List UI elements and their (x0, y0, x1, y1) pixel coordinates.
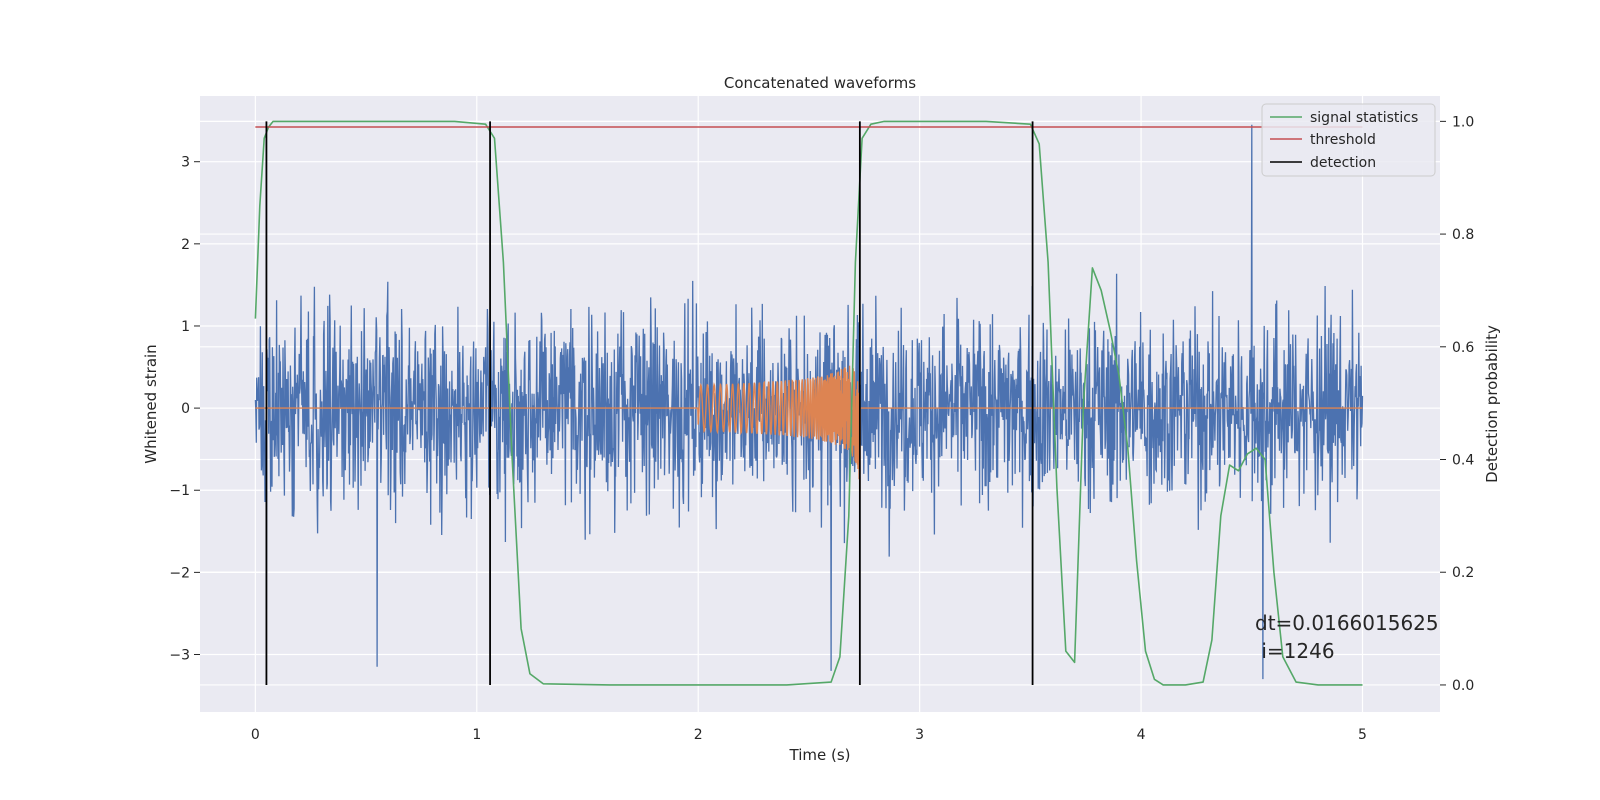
index-annotation: i=1246 (1255, 639, 1335, 663)
x-tick-label: 5 (1358, 727, 1367, 743)
x-tick-label: 3 (915, 727, 924, 743)
y2-axis-ticks: 0.0 0.2 0.4 0.6 0.8 1.0 (1440, 114, 1474, 694)
signal-statistics-line (254, 120, 1363, 686)
y-tick-label: −3 (169, 648, 190, 664)
y2-tick-label: 0.2 (1452, 565, 1474, 581)
legend-label-signal-statistics: signal statistics (1310, 110, 1418, 126)
dt-annotation: dt=0.0166015625 (1255, 611, 1439, 635)
x-tick-label: 4 (1137, 727, 1146, 743)
y-tick-label: 1 (181, 319, 190, 335)
x-axis-ticks: 0 1 2 3 4 5 (251, 727, 1367, 743)
legend-label-detection: detection (1310, 155, 1376, 171)
legend-label-threshold: threshold (1310, 132, 1376, 148)
y-axis-label: Whitened strain (142, 344, 160, 463)
y2-tick-label: 0.6 (1452, 340, 1474, 356)
whitened-strain-line (254, 124, 1364, 680)
y2-tick-label: 1.0 (1452, 114, 1474, 130)
whitened-strain-series (254, 124, 1364, 680)
x-tick-label: 0 (251, 727, 260, 743)
legend: signal statistics threshold detection (1261, 103, 1436, 177)
detection-series (265, 121, 1034, 685)
y-axis-ticks: −3 −2 −1 0 1 2 3 (169, 155, 200, 664)
y2-axis-label: Detection probability (1483, 325, 1501, 483)
legend-box (1261, 103, 1436, 177)
y2-tick-label: 0.0 (1452, 678, 1474, 694)
y-tick-label: −2 (169, 565, 190, 581)
x-axis-label: Time (s) (789, 746, 851, 764)
x-tick-label: 2 (694, 727, 703, 743)
y-tick-label: 0 (181, 401, 190, 417)
chart-title: Concatenated waveforms (724, 74, 916, 92)
y-tick-label: −1 (169, 483, 190, 499)
chirp-series (255, 365, 1363, 492)
y2-tick-label: 0.8 (1452, 227, 1474, 243)
signal-statistics-series (254, 120, 1363, 686)
y-tick-label: 2 (181, 237, 190, 253)
x-tick-label: 1 (472, 727, 481, 743)
chirp-line (255, 365, 1363, 492)
y-tick-label: 3 (181, 155, 190, 171)
y2-tick-label: 0.4 (1452, 453, 1474, 469)
